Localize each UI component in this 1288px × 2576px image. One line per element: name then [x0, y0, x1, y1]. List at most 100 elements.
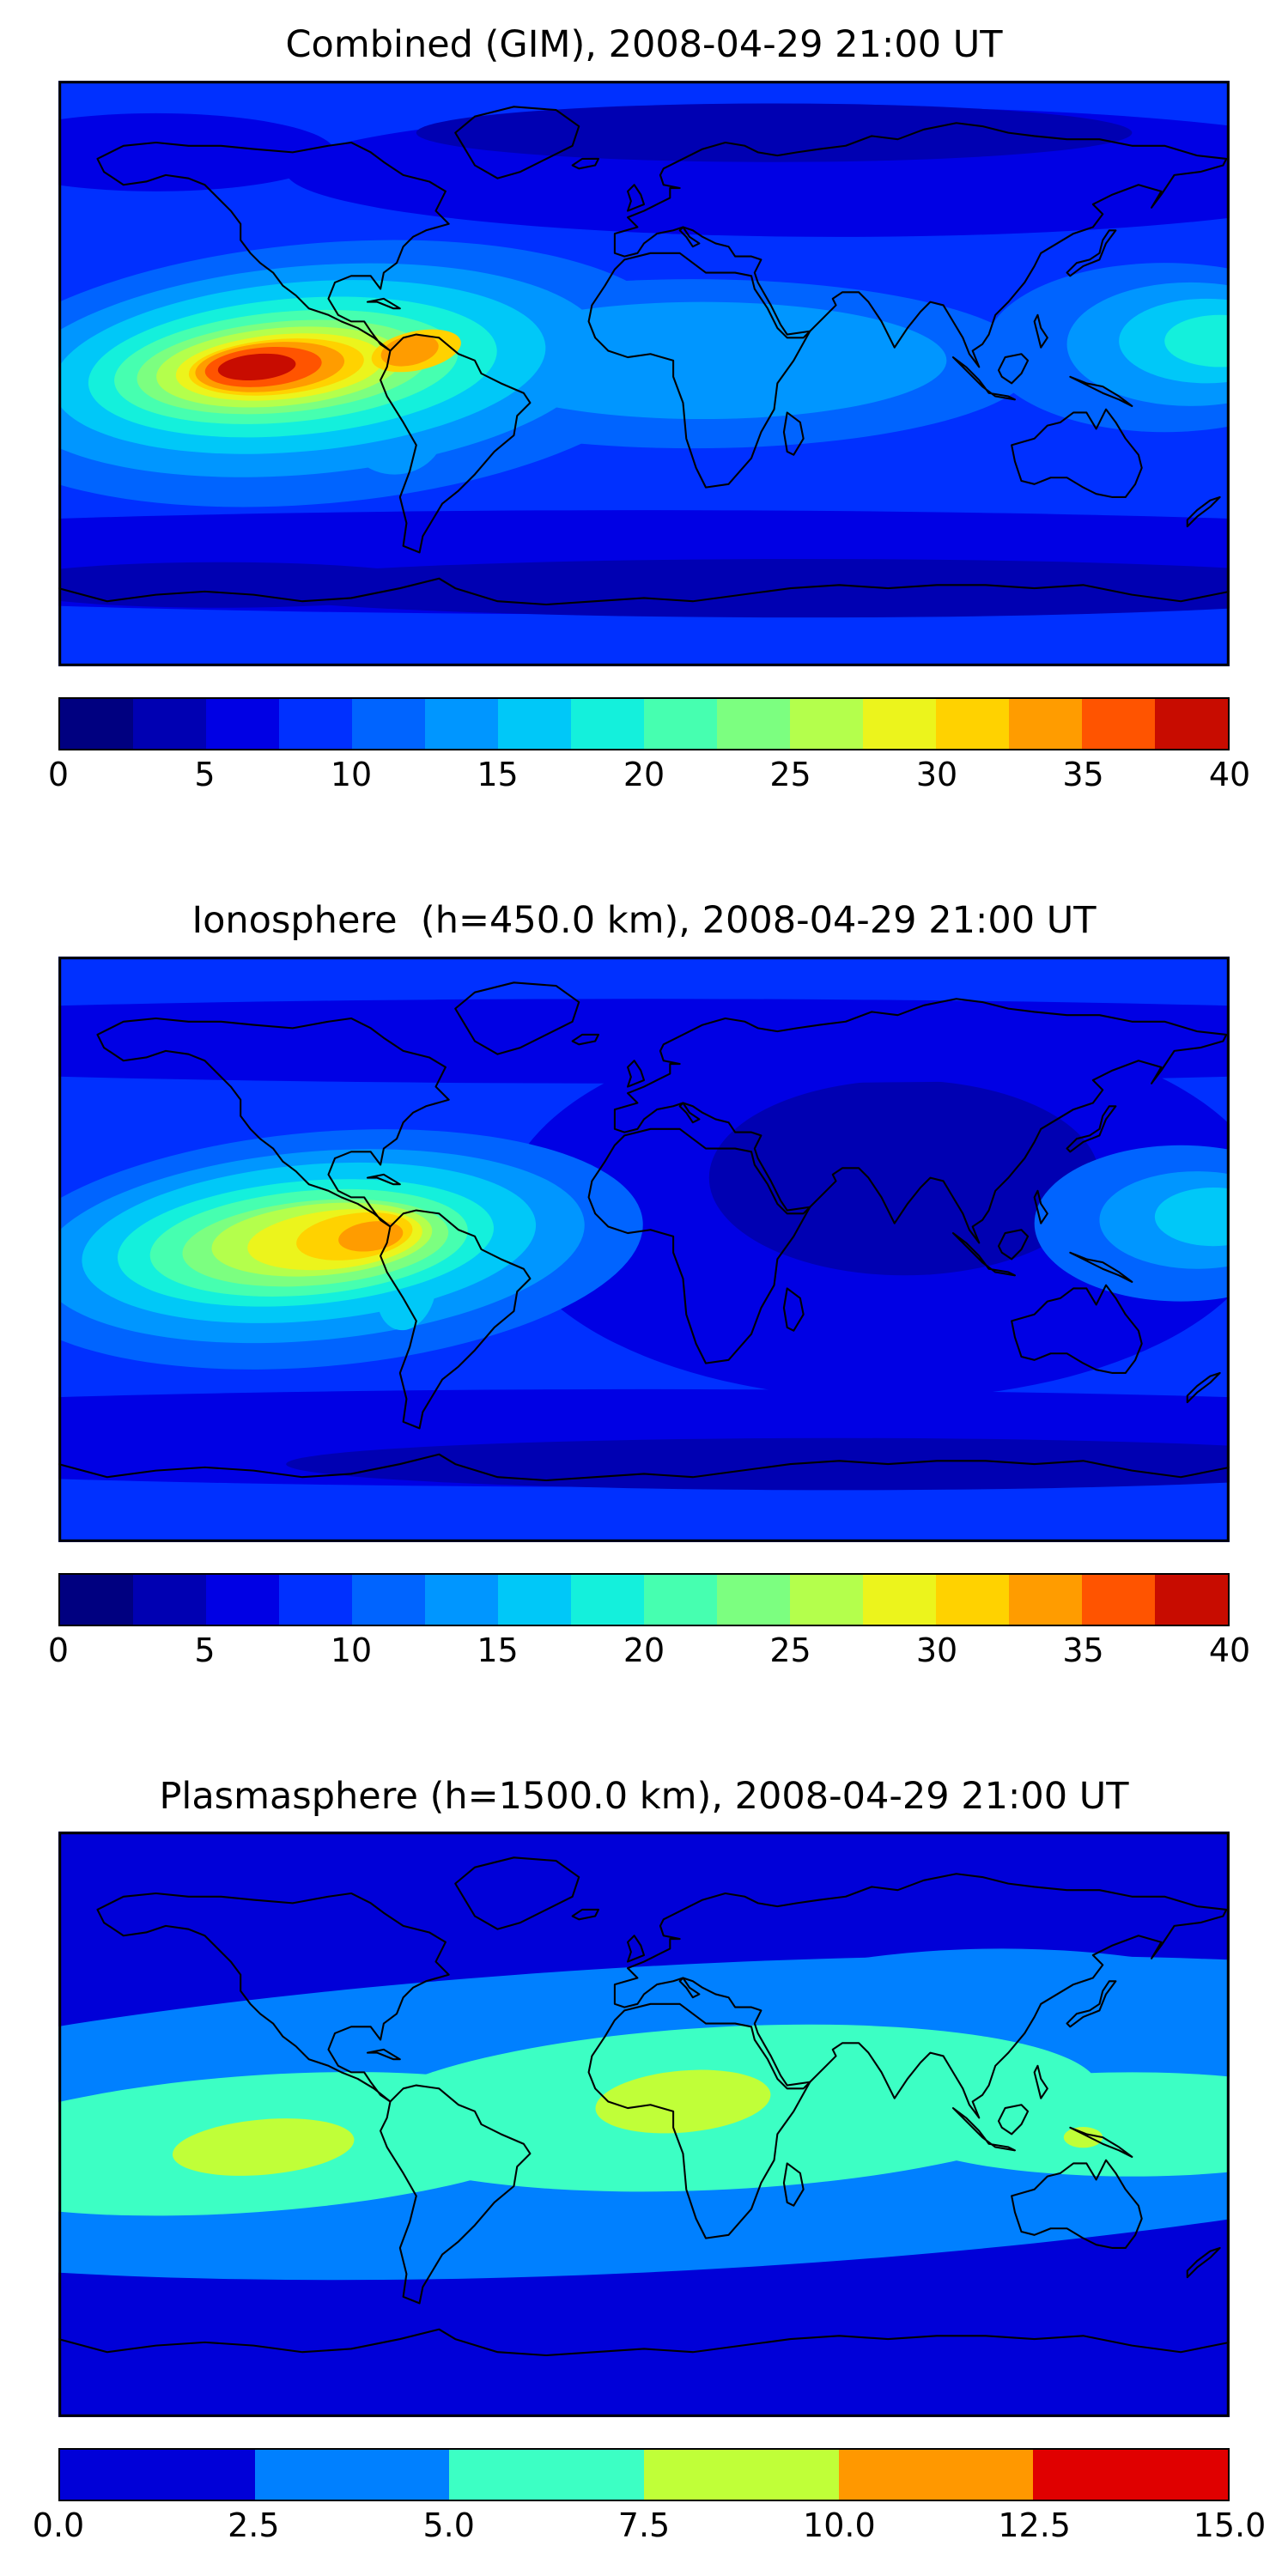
contour-band: [58, 112, 335, 191]
colorbar-segment: [790, 698, 863, 749]
colorbar-plasmasphere: [58, 2448, 1230, 2502]
panel-combined-gim: Combined (GIM), 2008-04-29 21:00 UT 0 5 10…: [0, 22, 1288, 804]
contour-band: [708, 1079, 1100, 1275]
coastline: [96, 1017, 450, 1228]
contour-band: [888, 2072, 1230, 2177]
colorbar-combined: [58, 696, 1230, 750]
colorbar-ticks-plasmasphere: 0.0 2.5 5.0 7.5 10.0 12.5 15.0: [33, 2506, 1267, 2555]
colorbar-segment: [352, 698, 425, 749]
map-title-combined: Combined (GIM), 2008-04-29 21:00 UT: [285, 23, 1003, 66]
map-title-ionosphere: Ionosphere (h=450.0 km), 2008-04-29 21:0…: [191, 898, 1097, 942]
map-border: [58, 1832, 1230, 2418]
coastline: [366, 1173, 401, 1185]
coastline: [951, 2107, 1016, 2152]
colorbar-tick-label: 20: [623, 1631, 665, 1669]
coastline: [1033, 313, 1048, 349]
coastline: [1066, 1104, 1117, 1152]
colorbar-segment: [133, 698, 206, 749]
colorbar-segment: [863, 698, 936, 749]
colorbar-segment: [571, 698, 644, 749]
colorbar-ticks-ionosphere: 0 5 10 15 20 25 30 35 40: [48, 1631, 1250, 1680]
colorbar-tick-label: 40: [1208, 1631, 1251, 1669]
map-ionosphere: [58, 956, 1230, 1542]
colorbar-segment: [863, 1574, 936, 1625]
colorbar-segment: [352, 1574, 425, 1625]
colorbar-segment: [60, 698, 133, 749]
coastline: [571, 1909, 599, 1921]
coastline: [1069, 2126, 1133, 2159]
coastline: [613, 121, 1228, 368]
colorbar-segment: [644, 2450, 839, 2500]
colorbar-tick-label: 5.0: [422, 2506, 475, 2545]
colorbar-segment: [717, 1574, 790, 1625]
coastline: [380, 1208, 532, 1429]
coastline: [678, 1101, 701, 1123]
coastline: [782, 411, 805, 456]
coastline: [678, 1977, 701, 1999]
colorbar-tick-label: 15: [477, 1631, 519, 1669]
contour-band: [221, 558, 1230, 617]
map-plasmasphere: [58, 1832, 1230, 2418]
world-map-svg-combined: [58, 80, 1230, 666]
panel-plasmasphere: Plasmasphere (h=1500.0 km), 2008-04-29 2…: [0, 1774, 1288, 2555]
coastline: [96, 141, 450, 352]
coastline: [1069, 375, 1133, 407]
colorbar-segment: [1033, 2450, 1229, 2500]
coastline: [1186, 1371, 1221, 1403]
colorbar-segment: [425, 698, 498, 749]
colorbar-tick-label: 10: [330, 1631, 373, 1669]
colorbar-tick-label: 5: [194, 1631, 216, 1669]
colorbar-segment: [498, 698, 571, 749]
coastline: [58, 577, 1230, 605]
contour-band: [459, 301, 947, 419]
coastline: [613, 997, 1228, 1243]
contour-band: [1154, 1187, 1230, 1246]
coastline: [587, 2003, 811, 2239]
colorbar-tick-label: 0.0: [32, 2506, 85, 2545]
coastline: [454, 981, 580, 1055]
coastline: [782, 2162, 805, 2208]
coastline: [1033, 2065, 1048, 2099]
contour-band: [416, 103, 1133, 162]
colorbar-segment: [60, 2450, 255, 2500]
colorbar-tick-label: 35: [1062, 755, 1104, 793]
colorbar-tick-label: 5: [194, 755, 216, 793]
contour-band: [58, 998, 1230, 1084]
contour-band: [217, 353, 296, 380]
coastline: [380, 333, 532, 554]
colorbar-segment: [936, 1574, 1009, 1625]
coastline: [587, 252, 811, 489]
colorbar-segment: [1009, 698, 1082, 749]
map-border: [58, 956, 1230, 1542]
colorbar-segment: [838, 2450, 1034, 2500]
colorbar-tick-label: 25: [769, 1631, 811, 1669]
colorbar-segment: [206, 698, 279, 749]
contour-band: [595, 2069, 771, 2134]
colorbar-segment: [1082, 1574, 1155, 1625]
coastline: [627, 183, 646, 212]
colorbar-tick-label: 40: [1208, 755, 1251, 793]
colorbar-segment: [717, 698, 790, 749]
coastline: [1011, 1284, 1143, 1374]
map-border: [58, 80, 1230, 666]
tec-maps-figure: Combined (GIM), 2008-04-29 21:00 UT 0 5 10…: [0, 22, 1288, 2555]
colorbar-segment: [571, 1574, 644, 1625]
coastline: [1033, 1189, 1048, 1224]
colorbar-ticks-combined: 0 5 10 15 20 25 30 35 40: [48, 755, 1250, 804]
coastline: [58, 1453, 1230, 1481]
coastline: [454, 1856, 580, 1930]
coastline: [571, 1033, 599, 1045]
colorbar-segment: [254, 2450, 450, 2500]
colorbar-tick-label: 30: [915, 1631, 958, 1669]
coastline: [1069, 1251, 1133, 1283]
coastline: [1011, 408, 1143, 498]
colorbar-segment: [936, 698, 1009, 749]
coastline: [96, 1893, 450, 2103]
coastline: [454, 106, 580, 179]
colorbar-segment: [644, 698, 717, 749]
coastline: [613, 1873, 1228, 2119]
contour-band: [1164, 314, 1230, 368]
colorbar-tick-label: 10: [330, 755, 373, 793]
colorbar-tick-label: 30: [915, 755, 958, 793]
